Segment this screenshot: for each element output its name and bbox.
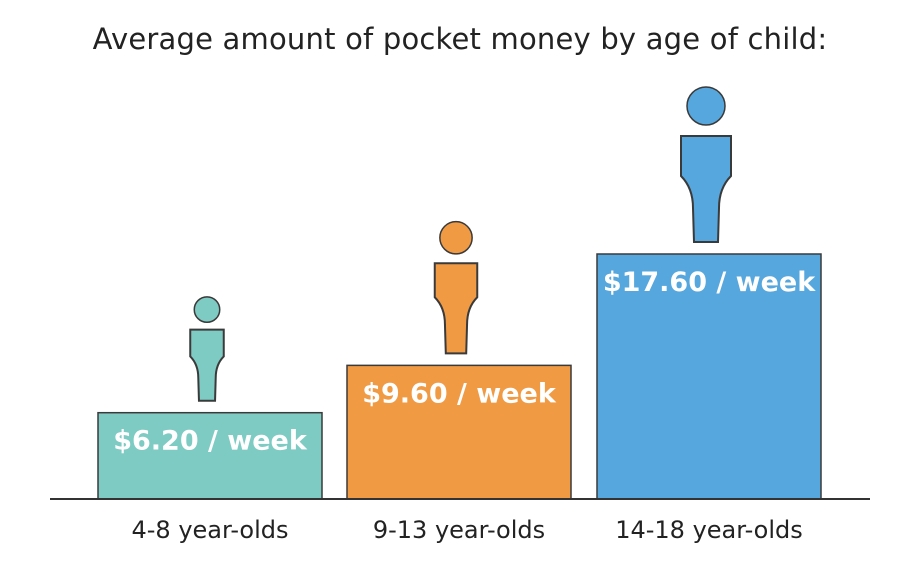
figure-head [193, 296, 221, 324]
category-label: 14-18 year-olds [615, 516, 803, 544]
bar-group: $6.20 / week 4-8 year-olds [97, 296, 323, 544]
figure-head [686, 86, 726, 126]
bar-value-label: $6.20 / week [113, 426, 308, 457]
bar-value-label: $17.60 / week [603, 267, 816, 298]
figure-head [439, 220, 473, 255]
category-label: 4-8 year-olds [131, 516, 288, 544]
chart-title: Average amount of pocket money by age of… [92, 22, 828, 56]
figure-body [189, 328, 225, 402]
child-figure-icon [433, 220, 479, 355]
bar [97, 411, 323, 500]
figure-body [680, 135, 732, 243]
bar-value-label: $9.60 / week [362, 378, 557, 409]
bar-group: $17.60 / week 14-18 year-olds [596, 86, 822, 544]
child-figure-icon [189, 296, 225, 402]
figure-body [433, 262, 479, 355]
bars-layer: $6.20 / week 4-8 year-olds $9.60 / week 9-1… [97, 86, 822, 544]
bar [596, 253, 822, 500]
bar [346, 364, 572, 500]
category-label: 9-13 year-olds [373, 516, 545, 544]
bar-group: $9.60 / week 9-13 year-olds [346, 220, 572, 544]
child-figure-icon [680, 86, 732, 243]
